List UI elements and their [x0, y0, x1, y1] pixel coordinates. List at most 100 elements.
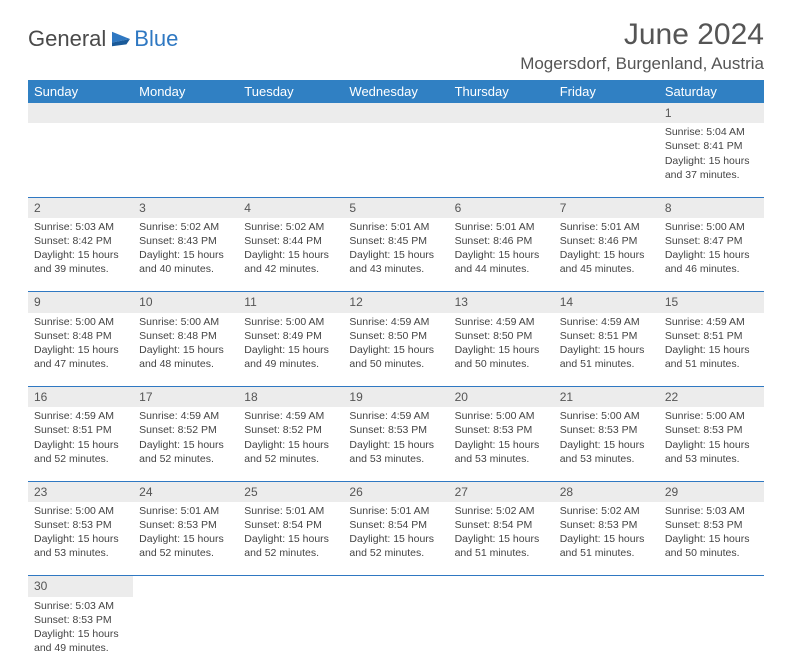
sunset-text: Sunset: 8:53 PM [455, 423, 548, 437]
day-number-cell: 18 [238, 387, 343, 408]
daylight-text: Daylight: 15 hours and 52 minutes. [139, 438, 232, 466]
day-detail-cell [554, 597, 659, 671]
calendar-table: SundayMondayTuesdayWednesdayThursdayFrid… [28, 80, 764, 671]
day-number-cell: 8 [659, 197, 764, 218]
daylight-text: Daylight: 15 hours and 39 minutes. [34, 248, 127, 276]
day-detail-cell: Sunrise: 5:00 AMSunset: 8:53 PMDaylight:… [28, 502, 133, 576]
sunrise-text: Sunrise: 5:01 AM [455, 220, 548, 234]
day-number-cell [343, 103, 448, 123]
day-header: Friday [554, 80, 659, 103]
daylight-text: Daylight: 15 hours and 50 minutes. [665, 532, 758, 560]
daylight-text: Daylight: 15 hours and 49 minutes. [244, 343, 337, 371]
day-number-cell [133, 576, 238, 597]
day-detail-cell [554, 123, 659, 197]
daylight-text: Daylight: 15 hours and 49 minutes. [34, 627, 127, 655]
daylight-text: Daylight: 15 hours and 48 minutes. [139, 343, 232, 371]
day-number-row: 2345678 [28, 197, 764, 218]
day-detail-cell: Sunrise: 5:01 AMSunset: 8:54 PMDaylight:… [238, 502, 343, 576]
sunrise-text: Sunrise: 4:59 AM [560, 315, 653, 329]
sunrise-text: Sunrise: 5:00 AM [139, 315, 232, 329]
sunrise-text: Sunrise: 5:03 AM [34, 220, 127, 234]
day-detail-cell: Sunrise: 4:59 AMSunset: 8:50 PMDaylight:… [343, 313, 448, 387]
sunset-text: Sunset: 8:54 PM [244, 518, 337, 532]
day-number-cell [238, 576, 343, 597]
brand-logo: General Blue [28, 26, 178, 52]
brand-part2: Blue [134, 26, 178, 52]
day-number-cell: 25 [238, 481, 343, 502]
day-detail-cell: Sunrise: 5:00 AMSunset: 8:48 PMDaylight:… [28, 313, 133, 387]
day-detail-cell: Sunrise: 4:59 AMSunset: 8:53 PMDaylight:… [343, 407, 448, 481]
day-detail-cell: Sunrise: 5:02 AMSunset: 8:43 PMDaylight:… [133, 218, 238, 292]
day-number-cell: 26 [343, 481, 448, 502]
sunset-text: Sunset: 8:52 PM [244, 423, 337, 437]
daylight-text: Daylight: 15 hours and 53 minutes. [349, 438, 442, 466]
day-number-cell: 23 [28, 481, 133, 502]
daylight-text: Daylight: 15 hours and 53 minutes. [665, 438, 758, 466]
daylight-text: Daylight: 15 hours and 44 minutes. [455, 248, 548, 276]
sunrise-text: Sunrise: 4:59 AM [34, 409, 127, 423]
sunrise-text: Sunrise: 5:00 AM [34, 315, 127, 329]
sunrise-text: Sunrise: 5:01 AM [349, 220, 442, 234]
sunrise-text: Sunrise: 4:59 AM [139, 409, 232, 423]
month-title: June 2024 [520, 18, 764, 52]
day-detail-cell: Sunrise: 5:00 AMSunset: 8:53 PMDaylight:… [659, 407, 764, 481]
day-number-cell: 14 [554, 292, 659, 313]
day-number-cell [554, 103, 659, 123]
day-number-cell: 29 [659, 481, 764, 502]
day-detail-cell: Sunrise: 5:00 AMSunset: 8:53 PMDaylight:… [554, 407, 659, 481]
sunset-text: Sunset: 8:50 PM [349, 329, 442, 343]
day-number-cell: 6 [449, 197, 554, 218]
sunrise-text: Sunrise: 5:00 AM [455, 409, 548, 423]
day-detail-cell: Sunrise: 4:59 AMSunset: 8:52 PMDaylight:… [133, 407, 238, 481]
header: General Blue June 2024 Mogersdorf, Burge… [28, 18, 764, 74]
day-detail-row: Sunrise: 5:03 AMSunset: 8:53 PMDaylight:… [28, 597, 764, 671]
logo-flag-icon [110, 30, 132, 48]
day-number-cell: 7 [554, 197, 659, 218]
day-number-cell: 27 [449, 481, 554, 502]
sunset-text: Sunset: 8:47 PM [665, 234, 758, 248]
daylight-text: Daylight: 15 hours and 42 minutes. [244, 248, 337, 276]
sunset-text: Sunset: 8:42 PM [34, 234, 127, 248]
sunset-text: Sunset: 8:44 PM [244, 234, 337, 248]
day-detail-cell: Sunrise: 5:00 AMSunset: 8:48 PMDaylight:… [133, 313, 238, 387]
day-number-cell [343, 576, 448, 597]
day-detail-cell: Sunrise: 5:01 AMSunset: 8:45 PMDaylight:… [343, 218, 448, 292]
day-number-cell: 9 [28, 292, 133, 313]
day-detail-cell: Sunrise: 5:02 AMSunset: 8:54 PMDaylight:… [449, 502, 554, 576]
day-detail-cell: Sunrise: 5:03 AMSunset: 8:42 PMDaylight:… [28, 218, 133, 292]
sunset-text: Sunset: 8:46 PM [455, 234, 548, 248]
sunset-text: Sunset: 8:54 PM [349, 518, 442, 532]
sunset-text: Sunset: 8:48 PM [139, 329, 232, 343]
day-detail-cell: Sunrise: 5:01 AMSunset: 8:46 PMDaylight:… [554, 218, 659, 292]
sunrise-text: Sunrise: 5:02 AM [560, 504, 653, 518]
sunset-text: Sunset: 8:53 PM [34, 518, 127, 532]
day-detail-cell [449, 123, 554, 197]
sunset-text: Sunset: 8:45 PM [349, 234, 442, 248]
day-number-cell: 28 [554, 481, 659, 502]
day-detail-cell: Sunrise: 4:59 AMSunset: 8:51 PMDaylight:… [28, 407, 133, 481]
sunrise-text: Sunrise: 5:02 AM [139, 220, 232, 234]
day-number-cell [554, 576, 659, 597]
sunrise-text: Sunrise: 4:59 AM [455, 315, 548, 329]
sunrise-text: Sunrise: 5:01 AM [139, 504, 232, 518]
day-detail-cell: Sunrise: 5:01 AMSunset: 8:46 PMDaylight:… [449, 218, 554, 292]
day-number-cell: 21 [554, 387, 659, 408]
sunset-text: Sunset: 8:53 PM [560, 518, 653, 532]
sunset-text: Sunset: 8:51 PM [665, 329, 758, 343]
day-number-cell: 10 [133, 292, 238, 313]
location-text: Mogersdorf, Burgenland, Austria [520, 54, 764, 74]
sunrise-text: Sunrise: 4:59 AM [244, 409, 337, 423]
sunrise-text: Sunrise: 5:01 AM [560, 220, 653, 234]
day-detail-cell: Sunrise: 5:00 AMSunset: 8:49 PMDaylight:… [238, 313, 343, 387]
sunrise-text: Sunrise: 5:00 AM [34, 504, 127, 518]
day-number-cell: 15 [659, 292, 764, 313]
daylight-text: Daylight: 15 hours and 40 minutes. [139, 248, 232, 276]
day-header: Tuesday [238, 80, 343, 103]
day-number-row: 1 [28, 103, 764, 123]
sunrise-text: Sunrise: 5:03 AM [34, 599, 127, 613]
day-header: Sunday [28, 80, 133, 103]
sunrise-text: Sunrise: 5:00 AM [665, 409, 758, 423]
day-detail-cell: Sunrise: 5:03 AMSunset: 8:53 PMDaylight:… [28, 597, 133, 671]
daylight-text: Daylight: 15 hours and 53 minutes. [34, 532, 127, 560]
sunset-text: Sunset: 8:53 PM [665, 423, 758, 437]
